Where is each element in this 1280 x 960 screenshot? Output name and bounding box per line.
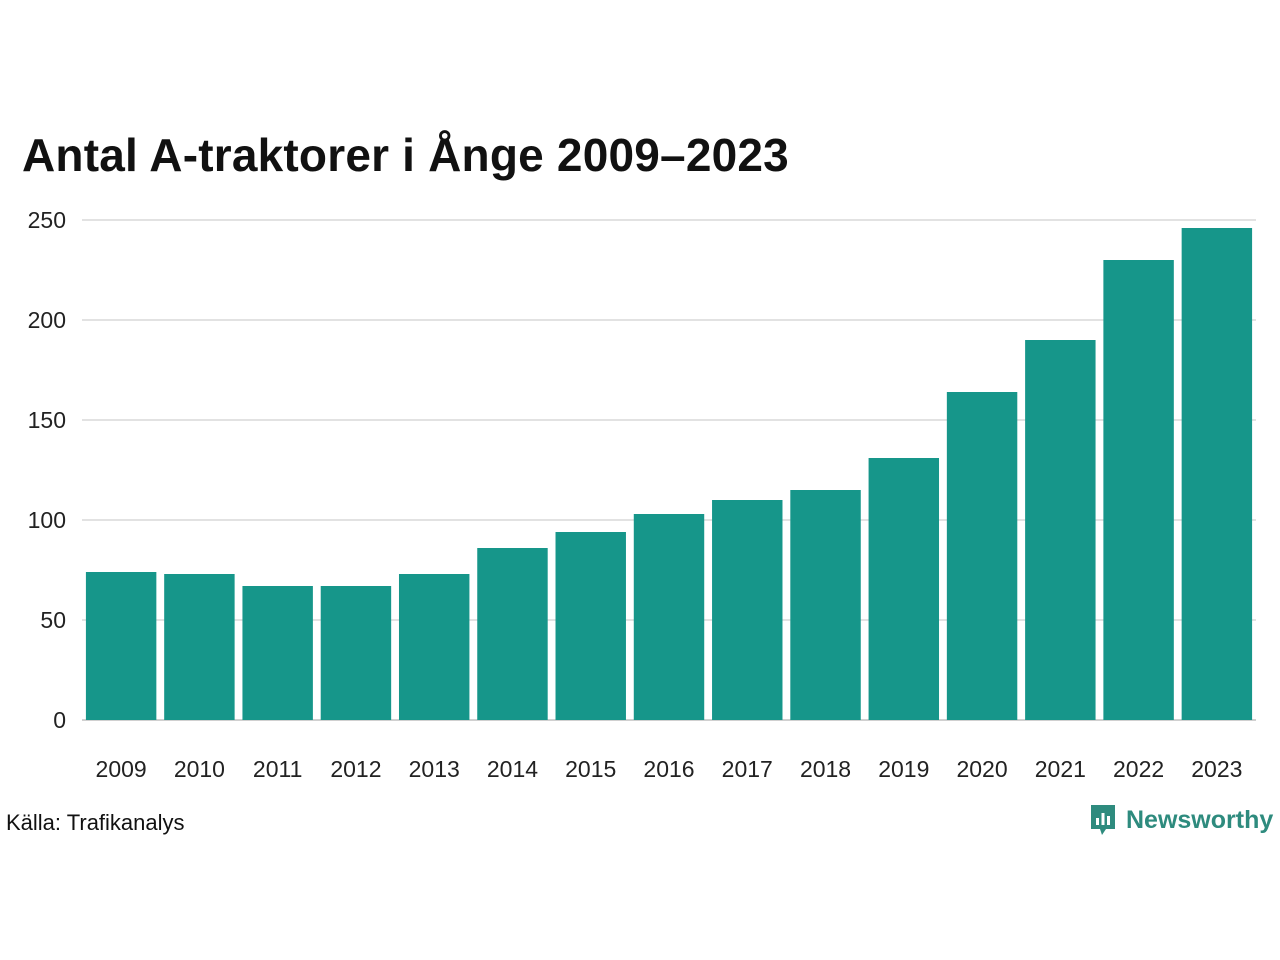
x-tick-label: 2015 bbox=[565, 756, 616, 782]
newsworthy-logo-icon bbox=[1091, 805, 1115, 835]
x-tick-label: 2017 bbox=[722, 756, 773, 782]
bar-2011 bbox=[242, 586, 313, 720]
x-tick-label: 2022 bbox=[1113, 756, 1164, 782]
bar-2019 bbox=[868, 458, 940, 720]
y-tick-label: 100 bbox=[28, 507, 66, 533]
bar-2013 bbox=[398, 574, 470, 720]
brand-logo: Newsworthy bbox=[1088, 802, 1273, 838]
x-tick-label: 2016 bbox=[643, 756, 694, 782]
bar-2023 bbox=[1181, 228, 1253, 720]
x-tick-label: 2009 bbox=[96, 756, 147, 782]
y-tick-label: 0 bbox=[53, 707, 66, 733]
x-tick-label: 2013 bbox=[409, 756, 460, 782]
x-tick-label: 2023 bbox=[1191, 756, 1242, 782]
x-tick-label: 2014 bbox=[487, 756, 538, 782]
bar-2022 bbox=[1103, 260, 1174, 720]
x-axis-ticks: 2009 2010 2011 2012 2013 2014 2015 2016 2017 2018… bbox=[96, 756, 1243, 782]
x-tick-label: 2019 bbox=[878, 756, 929, 782]
y-tick-label: 200 bbox=[28, 307, 66, 333]
bar-2010 bbox=[164, 574, 235, 720]
y-tick-label: 250 bbox=[28, 207, 66, 233]
bar-2018 bbox=[790, 490, 861, 720]
y-tick-label: 150 bbox=[28, 407, 66, 433]
bar-2014 bbox=[477, 548, 548, 720]
chart-title: Antal A-traktorer i Ånge 2009–2023 bbox=[22, 129, 789, 181]
bar-2015 bbox=[555, 532, 626, 720]
bar-2017 bbox=[712, 500, 783, 720]
bar-2012 bbox=[320, 586, 392, 720]
bar-2016 bbox=[633, 514, 705, 720]
x-tick-label: 2018 bbox=[800, 756, 851, 782]
bars bbox=[85, 228, 1253, 720]
brand-name: Newsworthy bbox=[1126, 805, 1274, 834]
bar-2021 bbox=[1025, 340, 1096, 720]
bar-2020 bbox=[946, 392, 1018, 720]
y-tick-label: 50 bbox=[40, 607, 66, 633]
x-tick-label: 2021 bbox=[1035, 756, 1086, 782]
x-tick-label: 2010 bbox=[174, 756, 225, 782]
bar-2009 bbox=[85, 572, 157, 720]
x-tick-label: 2012 bbox=[330, 756, 381, 782]
x-tick-label: 2020 bbox=[956, 756, 1007, 782]
x-tick-label: 2011 bbox=[253, 756, 302, 782]
y-axis-ticks: 0 50 100 150 200 250 bbox=[28, 207, 66, 733]
source-note: Källa: Trafikanalys bbox=[6, 810, 185, 835]
